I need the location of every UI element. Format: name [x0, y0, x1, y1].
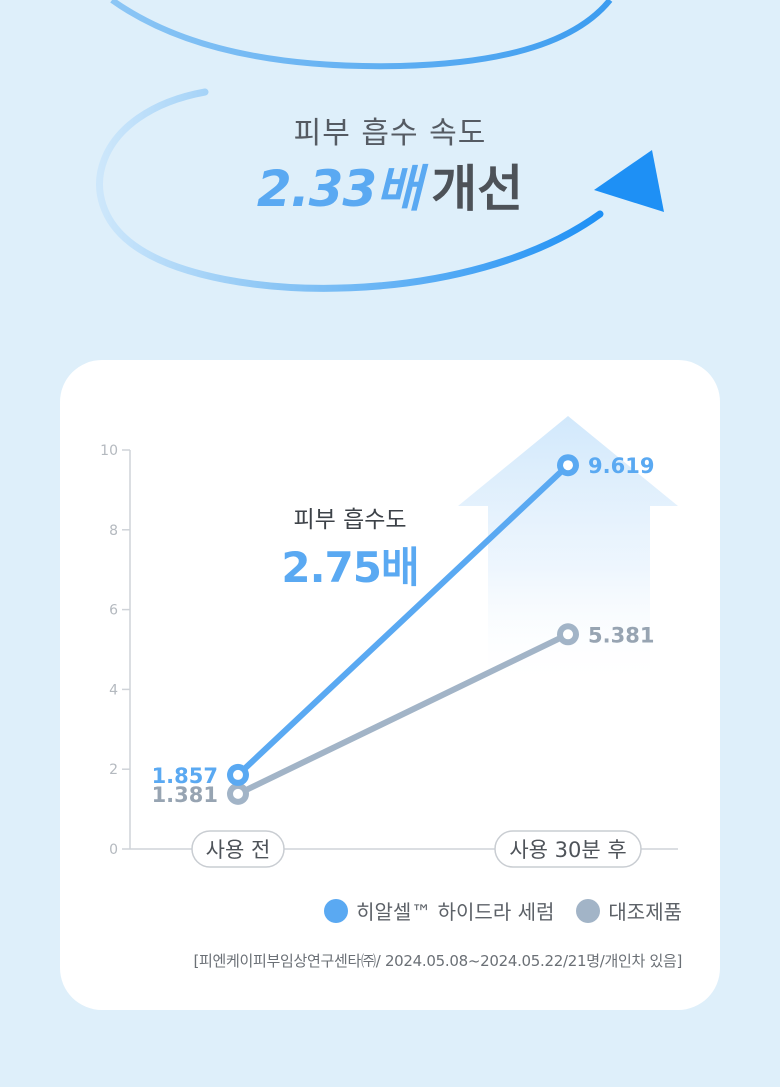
legend-item-product: 히알셀™ 하이드라 세럼 [324, 896, 554, 925]
category-pill [191, 830, 285, 868]
chart-legend: 히알셀™ 하이드라 세럼 대조제품 [302, 896, 682, 925]
legend-label-control: 대조제품 [608, 900, 682, 924]
category-pill [494, 830, 642, 868]
hero-highlight-value: 2.33배 [256, 160, 422, 218]
line-chart: 0 2 4 6 8 10 사용 전 사용 30분 후 피부 흡수도 2.75배 1.381 5.381… [100, 416, 678, 868]
y-tick-label: 6 [109, 603, 118, 619]
legend-label-product: 히알셀™ 하이드라 세럼 [356, 900, 555, 924]
swoosh-arrowhead [594, 150, 664, 212]
series-line [235, 462, 571, 778]
data-point-center [233, 769, 243, 780]
data-point-center [233, 788, 243, 799]
hero-main-line: 2.33배 개선 [0, 160, 780, 218]
x-tick-label: 사용 30분 후 [509, 838, 626, 862]
data-label: 9.619 [588, 454, 654, 478]
swoosh-arc [96, 88, 604, 292]
y-tick-label: 0 [109, 842, 118, 858]
y-tick-label: 2 [109, 762, 118, 778]
legend-item-control: 대조제품 [576, 896, 682, 925]
series-line [235, 631, 571, 797]
background-swoosh [96, 0, 664, 292]
legend-dot-product [324, 898, 349, 923]
data-point-center [563, 460, 573, 471]
data-label: 1.381 [152, 783, 218, 807]
hero-heading: 피부 흡수 속도 2.33배 개선 [0, 108, 780, 218]
data-label: 5.381 [588, 623, 654, 647]
hero-subtitle: 피부 흡수 속도 [293, 116, 487, 151]
x-tick-label: 사용 전 [206, 838, 271, 862]
y-tick-label: 10 [100, 443, 118, 459]
data-point-center [563, 629, 573, 640]
top-arc [110, 0, 613, 70]
source-note: [피엔케이피부임상연구센타㈜/ 2024.05.08~2024.05.22/21… [193, 952, 682, 970]
background-up-arrow [458, 416, 678, 690]
annotation-label: 피부 흡수도 [293, 507, 406, 533]
hero-highlight-word: 개선 [431, 160, 524, 218]
y-tick-label: 8 [109, 523, 118, 539]
data-label: 1.857 [152, 764, 218, 788]
legend-dot-control [576, 898, 601, 923]
chart-card: 0 2 4 6 8 10 사용 전 사용 30분 후 피부 흡수도 2.75배 1.381 5.381… [60, 360, 720, 1010]
y-tick-label: 4 [109, 682, 118, 698]
annotation-value: 2.75배 [281, 543, 418, 592]
